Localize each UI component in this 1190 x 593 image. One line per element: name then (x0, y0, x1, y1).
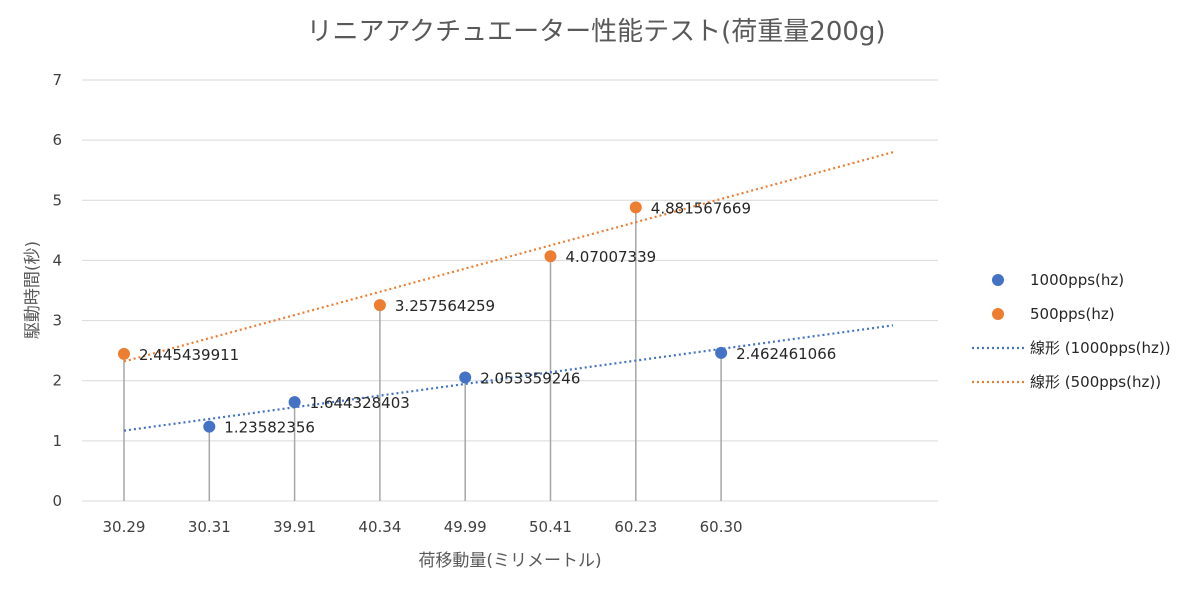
x-axis-title: 荷移動量(ミリメートル) (418, 551, 601, 571)
chart-title: リニアアクチュエーター性能テスト(荷重量200g) (306, 17, 885, 47)
y-axis-ticks: 0 1 2 3 4 5 6 7 (52, 71, 62, 510)
data-label: 2.462461066 (736, 345, 836, 363)
data-point (373, 299, 386, 312)
legend-label: 1000pps(hz) (1030, 271, 1124, 289)
legend-label: 線形 (1000pps(hz)) (1030, 339, 1171, 357)
y-tick-label: 3 (52, 312, 62, 330)
data-label: 1.644328403 (310, 394, 410, 412)
data-point (629, 201, 642, 214)
data-label: 3.257564259 (395, 297, 495, 315)
y-tick-label: 5 (52, 191, 62, 209)
data-labels: 1.23582356 1.644328403 2.053359246 2.462461… (139, 199, 836, 436)
legend-label: 500pps(hz) (1030, 305, 1115, 323)
data-point (459, 371, 472, 384)
y-axis-title: 駆動時間(秒) (23, 241, 43, 339)
x-tick-label: 39.91 (273, 518, 316, 536)
data-point (544, 250, 557, 263)
data-label: 4.07007339 (566, 248, 657, 266)
data-label: 2.445439911 (139, 346, 239, 364)
drop-lines (123, 207, 722, 501)
data-label: 2.053359246 (480, 370, 580, 388)
legend-marker (992, 308, 1004, 320)
y-tick-label: 0 (52, 492, 62, 510)
trendline (123, 151, 894, 363)
trendlines (123, 151, 894, 432)
legend: 1000pps(hz) 500pps(hz) 線形 (1000pps(hz)) 線形 … (972, 271, 1171, 391)
data-point (118, 347, 130, 360)
y-tick-label: 1 (52, 432, 62, 450)
data-label: 4.881567669 (651, 199, 751, 217)
x-tick-label: 40.34 (358, 518, 401, 536)
x-tick-label: 49.99 (444, 518, 487, 536)
x-axis-ticks: 30.29 30.31 39.91 40.34 49.99 50.41 60.23 60.30 (103, 518, 743, 536)
x-tick-label: 30.31 (188, 518, 231, 536)
trendline (123, 324, 894, 432)
y-tick-label: 7 (52, 71, 62, 89)
legend-label: 線形 (500pps(hz)) (1030, 373, 1161, 391)
x-tick-label: 60.30 (700, 518, 743, 536)
y-tick-label: 6 (52, 131, 62, 149)
data-label: 1.23582356 (224, 419, 315, 437)
data-point (203, 420, 216, 433)
gridlines (82, 79, 938, 502)
data-points (118, 201, 728, 433)
x-tick-label: 50.41 (529, 518, 572, 536)
data-point (288, 396, 301, 409)
y-tick-label: 2 (52, 372, 62, 390)
data-point (715, 346, 728, 359)
legend-marker (992, 274, 1004, 286)
y-tick-label: 4 (52, 251, 62, 269)
x-tick-label: 30.29 (103, 518, 146, 536)
x-tick-label: 60.23 (614, 518, 657, 536)
